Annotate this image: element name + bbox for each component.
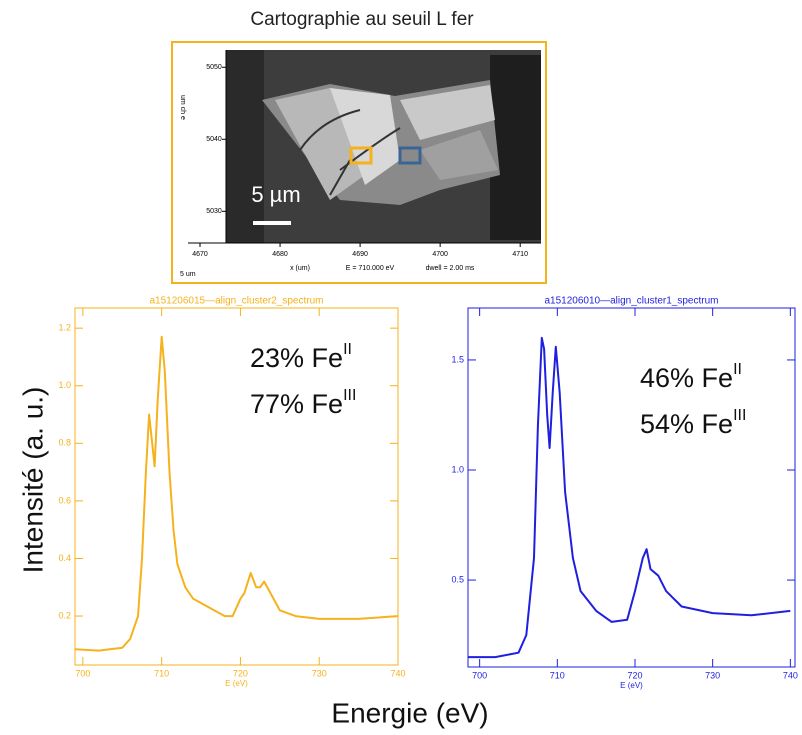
x-axis-label: Energie (eV) (331, 697, 488, 728)
x-tick-label: 710 (550, 670, 565, 680)
map-x-tick-label: 4710 (512, 251, 528, 258)
x-tick-label: 700 (472, 670, 487, 680)
y-tick-label: 1.5 (451, 354, 464, 364)
x-tick-label: 730 (705, 670, 720, 680)
annotation-superscript: II (733, 361, 742, 378)
map-flake (330, 88, 400, 185)
y-tick-label: 1.2 (58, 323, 71, 333)
map-x-tick-label: 4680 (272, 251, 288, 258)
y-tick-label: 0.5 (451, 574, 464, 584)
y-tick-label: 0.6 (58, 495, 71, 505)
annotation-text: 77% Fe (250, 389, 343, 419)
spectrum-line (74, 335, 399, 652)
y-axis-label: Intensité (a. u.) (17, 387, 48, 574)
annotation: 77% FeIII (250, 387, 356, 419)
annotation-superscript: III (733, 407, 746, 424)
x-tick-label: 740 (783, 670, 798, 680)
scale-bar-label: 5 µm (251, 182, 300, 207)
map-x-tick-label: 4700 (432, 251, 448, 258)
map-edge (490, 55, 541, 240)
annotation-superscript: III (343, 387, 356, 404)
map-x-label: x (um) (290, 265, 310, 272)
map-image (226, 50, 541, 243)
map-flake (420, 130, 498, 180)
y-tick-label: 1.0 (58, 380, 71, 390)
map-crack (299, 109, 401, 196)
map-energy: E = 710.000 eV (346, 265, 395, 272)
map-y-label: um ch e (179, 95, 186, 120)
chart-title: a151206010—align_cluster1_spectrum (544, 296, 718, 307)
plot-frame (467, 307, 796, 668)
map-flake (400, 85, 495, 140)
chart-x-label: E (eV) (225, 679, 248, 688)
x-tick-label: 720 (627, 670, 642, 680)
map-corner-label: 5 um (180, 271, 196, 278)
x-tick-label: 710 (154, 668, 169, 678)
annotation-text: 23% Fe (250, 343, 343, 373)
spectrum-line (468, 336, 791, 659)
y-tick-label: 0.2 (58, 610, 71, 620)
y-tick-label: 0.4 (58, 553, 71, 563)
y-tick-label: 1.0 (451, 464, 464, 474)
map-edge (226, 50, 264, 243)
y-tick-label: 0.8 (58, 438, 71, 448)
figure-title: Cartographie au seuil L fer (250, 9, 474, 30)
region-marker (398, 146, 422, 165)
x-tick-label: 740 (390, 668, 405, 678)
annotation: 46% FeII (640, 361, 742, 393)
annotation-text: 54% Fe (640, 409, 733, 439)
x-tick-label: 700 (75, 668, 90, 678)
map-y-tick-label: 5050 (206, 64, 222, 71)
annotation-superscript: II (343, 341, 352, 358)
map-dwell: dwell = 2.00 ms (426, 265, 475, 272)
chart-title: a151206015—align_cluster2_spectrum (149, 296, 323, 307)
plot-frame (74, 307, 399, 666)
map-y-tick-label: 5040 (206, 136, 222, 143)
map-y-tick-label: 5030 (206, 208, 222, 215)
map-x-tick-label: 4670 (192, 251, 208, 258)
annotation: 23% FeII (250, 341, 352, 373)
x-tick-label: 720 (233, 668, 248, 678)
annotation-text: 46% Fe (640, 363, 733, 393)
annotation: 54% FeIII (640, 407, 746, 439)
chart-x-label: E (eV) (620, 681, 643, 690)
region-marker (349, 146, 373, 165)
map-x-tick-label: 4690 (352, 251, 368, 258)
x-tick-label: 730 (312, 668, 327, 678)
